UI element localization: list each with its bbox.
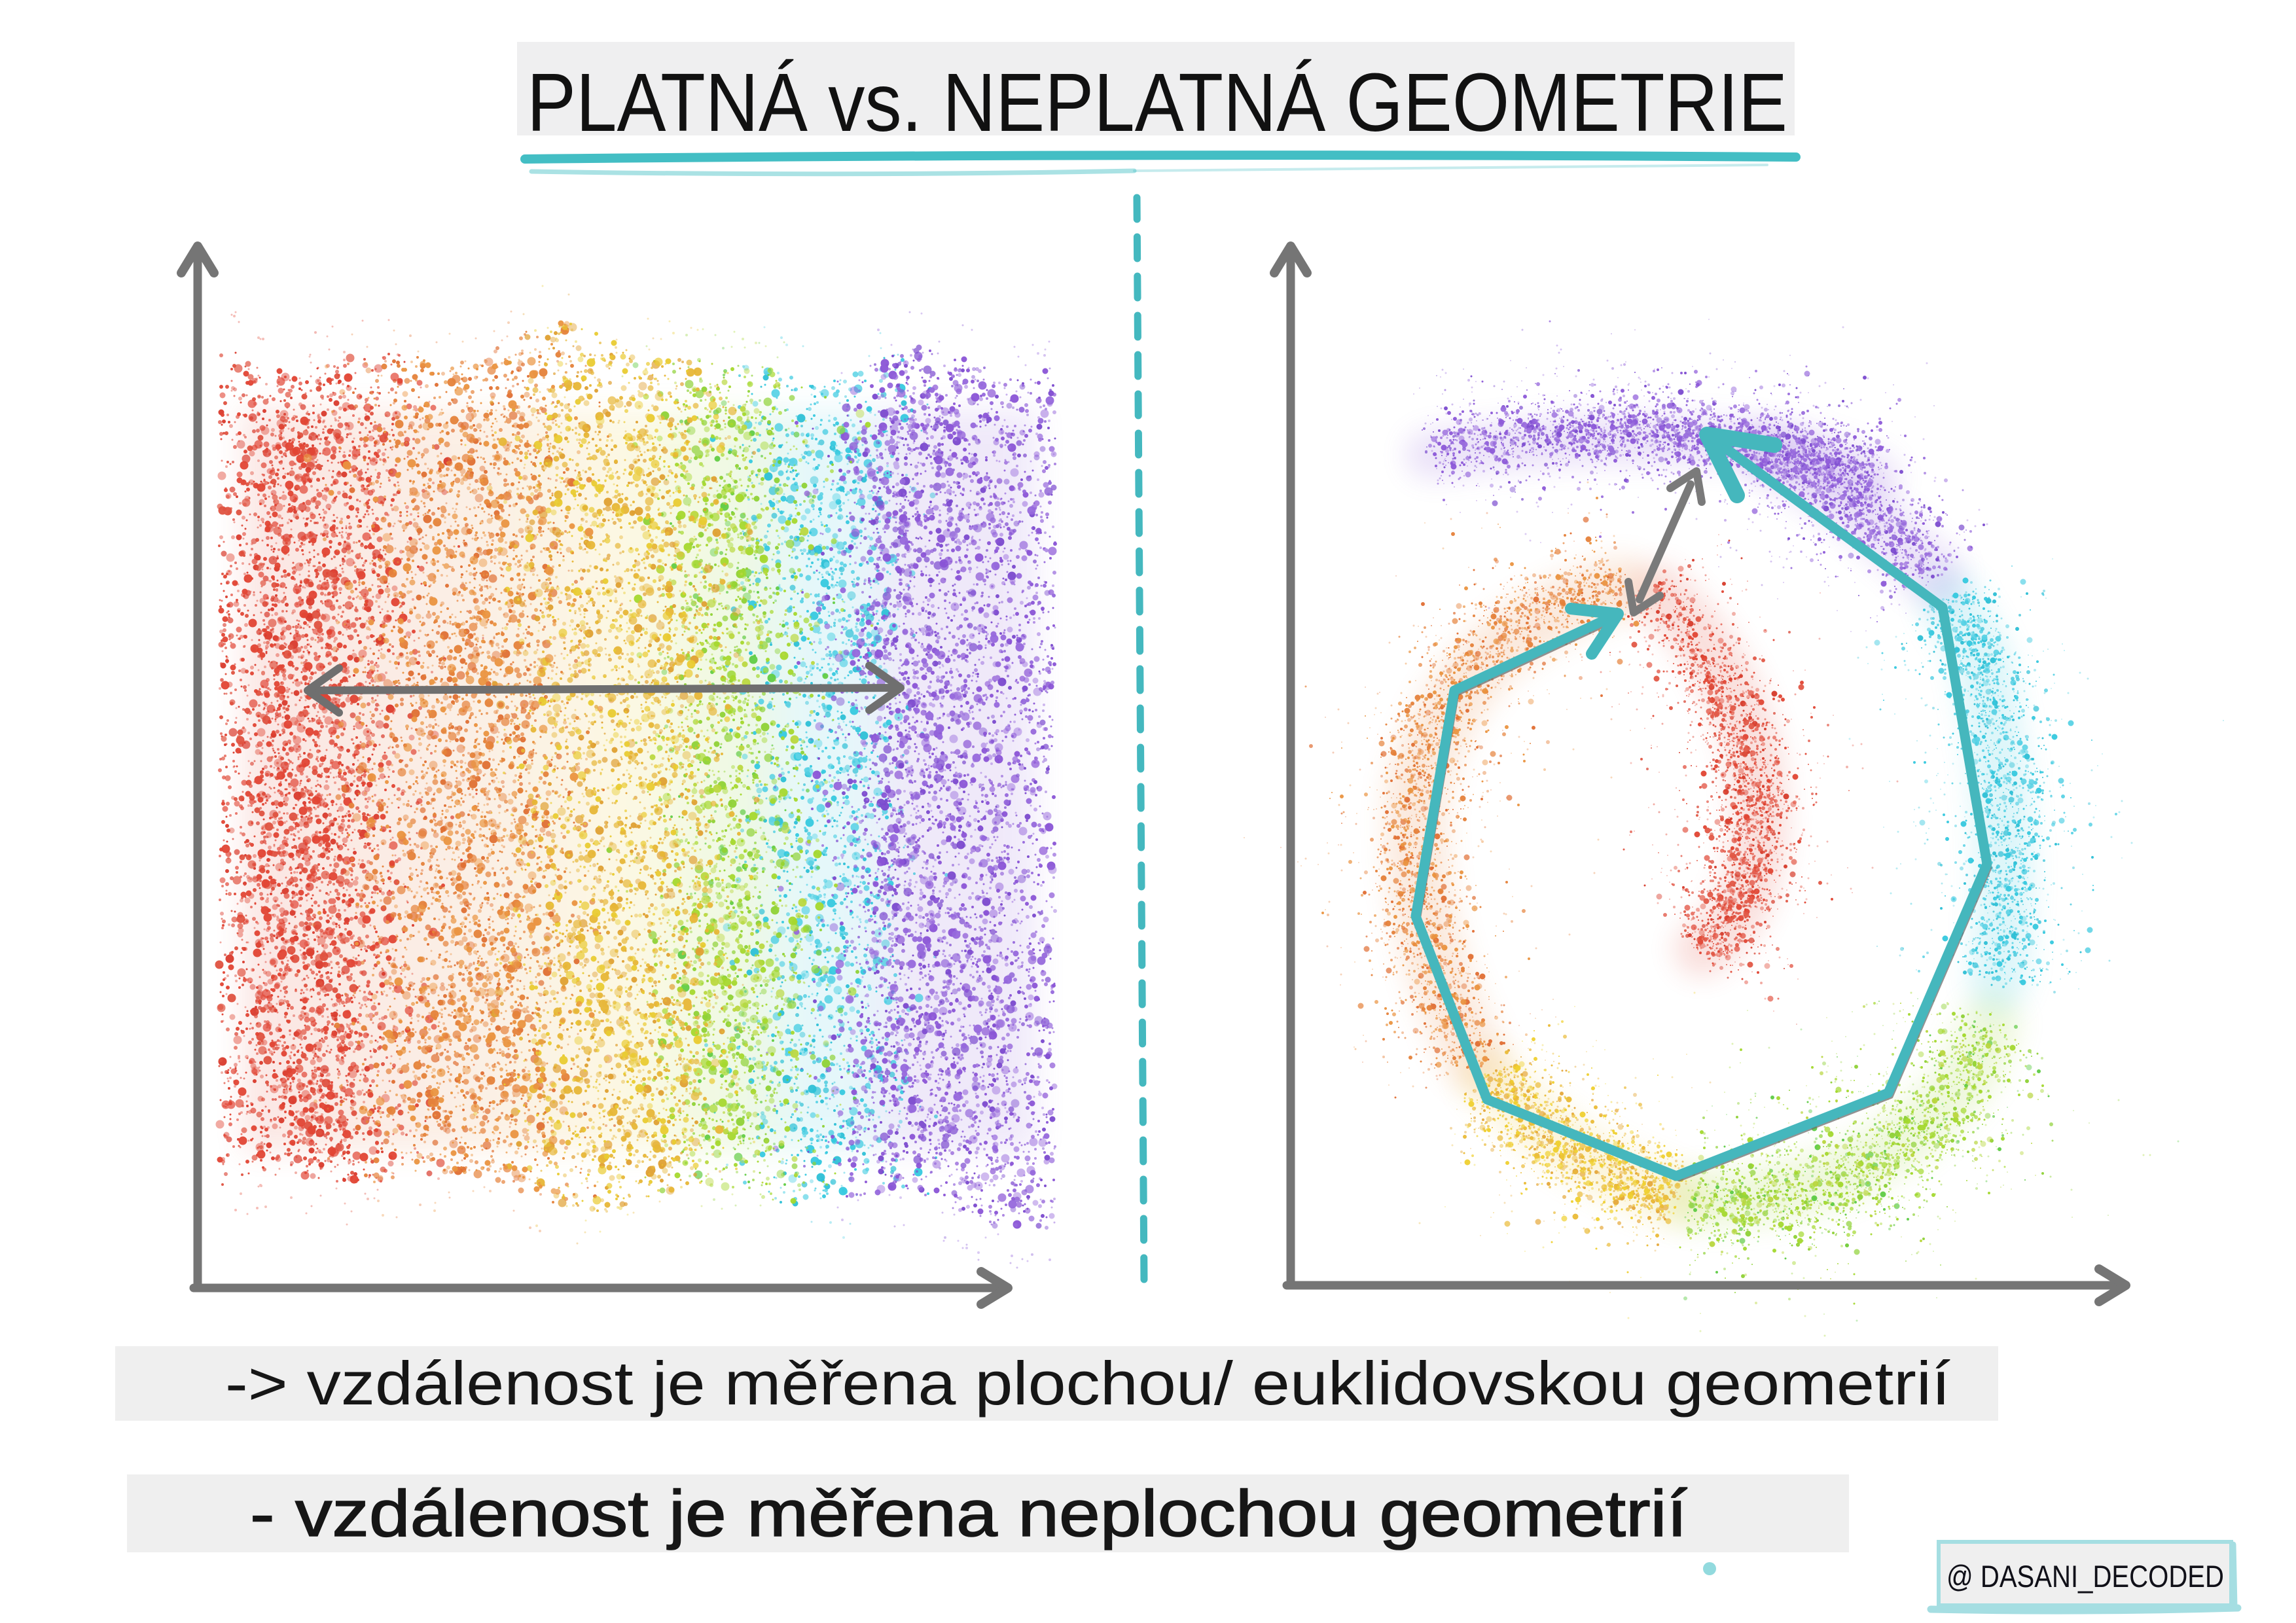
svg-text:-> vzdálenost je měřena plocho: -> vzdálenost je měřena plochou/ euklido… (225, 1349, 1950, 1418)
svg-text:PLATNÁ vs. NEPLATNÁ GEOMETRIE: PLATNÁ vs. NEPLATNÁ GEOMETRIE (527, 56, 1787, 149)
svg-text:- vzdálenost je měřena neploch: - vzdálenost je měřena neplochou geometr… (250, 1477, 1687, 1550)
svg-text:@ DASANI_DECODED: @ DASANI_DECODED (1946, 1559, 2224, 1594)
